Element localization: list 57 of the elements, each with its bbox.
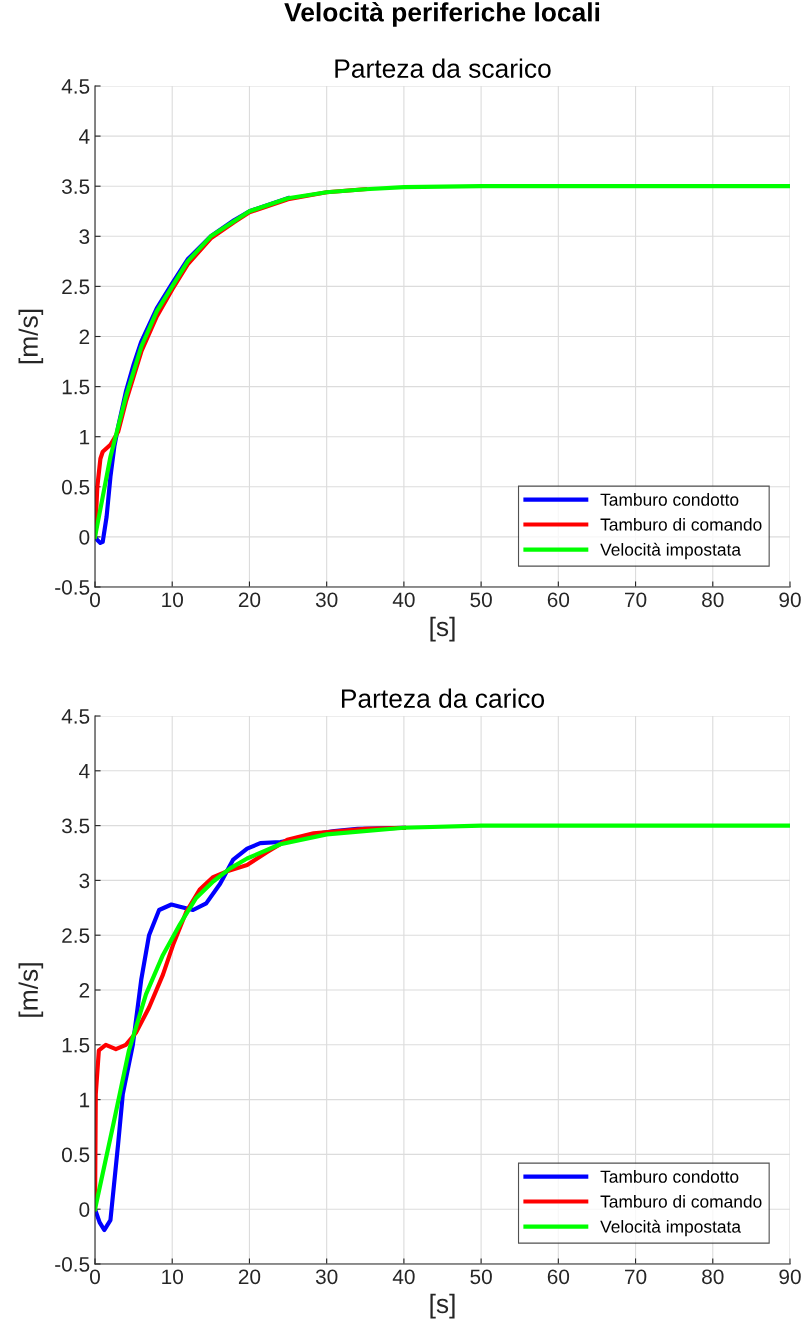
y-tick-label: 4.5 [61,79,90,94]
y-tick-label: -0.5 [55,580,90,595]
y-tick-label: 3 [79,229,90,245]
y-tick-label: -0.5 [55,1257,90,1272]
legend-label: Tamburo di comando [600,517,762,531]
x-tick-label: 50 [470,1269,492,1285]
y-axis-title: [m/s] [18,309,44,364]
x-tick-label: 40 [392,1269,415,1285]
legend-label: Tamburo di comando [600,1194,762,1208]
y-tick-label: 0.5 [61,479,90,495]
y-tick-label: 3.5 [61,179,90,194]
chart-subtitle: Parteza da scarico [335,58,551,78]
x-tick-label: 0 [90,1269,100,1285]
y-tick-label: 1.5 [62,1038,90,1053]
y-tick-label: 2 [79,329,90,345]
x-axis-title: [s] [430,1293,455,1319]
y-tick-label: 2.5 [62,279,90,295]
legend-label: Tamburo condotto [600,1170,739,1183]
legend-label: Tamburo condotto [600,493,739,506]
x-tick-label: 10 [162,1269,183,1285]
y-tick-label: 1 [80,429,90,445]
y-tick-label: 0 [79,529,90,545]
y-tick-label: 2 [79,983,90,998]
y-tick-label: 1 [80,1092,90,1108]
x-tick-label: 80 [702,592,724,608]
y-tick-label: 0.5 [61,1147,90,1163]
y-tick-label: 1.5 [62,379,90,395]
x-tick-label: 40 [392,592,415,608]
x-tick-label: 70 [625,1269,647,1285]
x-tick-label: 70 [625,592,647,608]
y-tick-label: 4 [79,764,90,779]
y-tick-label: 3 [79,873,90,889]
x-tick-label: 50 [470,592,492,608]
line-series [95,184,790,539]
x-tick-label: 0 [90,592,100,608]
chart-title: Velocità periferiche locali [284,2,600,27]
legend-label: Velocità impostata [600,1219,742,1237]
line-series [95,823,790,1212]
x-axis-title: [s] [430,616,455,642]
x-tick-label: 90 [779,1269,801,1285]
y-tick-label: 4 [79,129,90,144]
chart-title: Parteza da carico [342,688,545,708]
y-tick-label: 3.5 [61,818,90,834]
y-tick-label: 2.5 [62,928,90,943]
x-tick-label: 90 [779,592,801,608]
x-tick-label: 80 [702,1269,724,1285]
y-tick-label: 4.5 [61,709,90,724]
x-tick-label: 20 [238,1269,261,1285]
y-tick-label: 0 [79,1202,90,1217]
x-tick-label: 20 [238,592,261,608]
x-tick-label: 30 [315,592,338,608]
legend-label: Velocità impostata [600,542,742,560]
x-tick-label: 30 [315,1269,338,1285]
x-tick-label: 60 [547,1269,570,1285]
x-tick-label: 60 [547,592,570,608]
x-tick-label: 10 [162,592,183,608]
y-axis-title: [m/s] [18,963,44,1017]
